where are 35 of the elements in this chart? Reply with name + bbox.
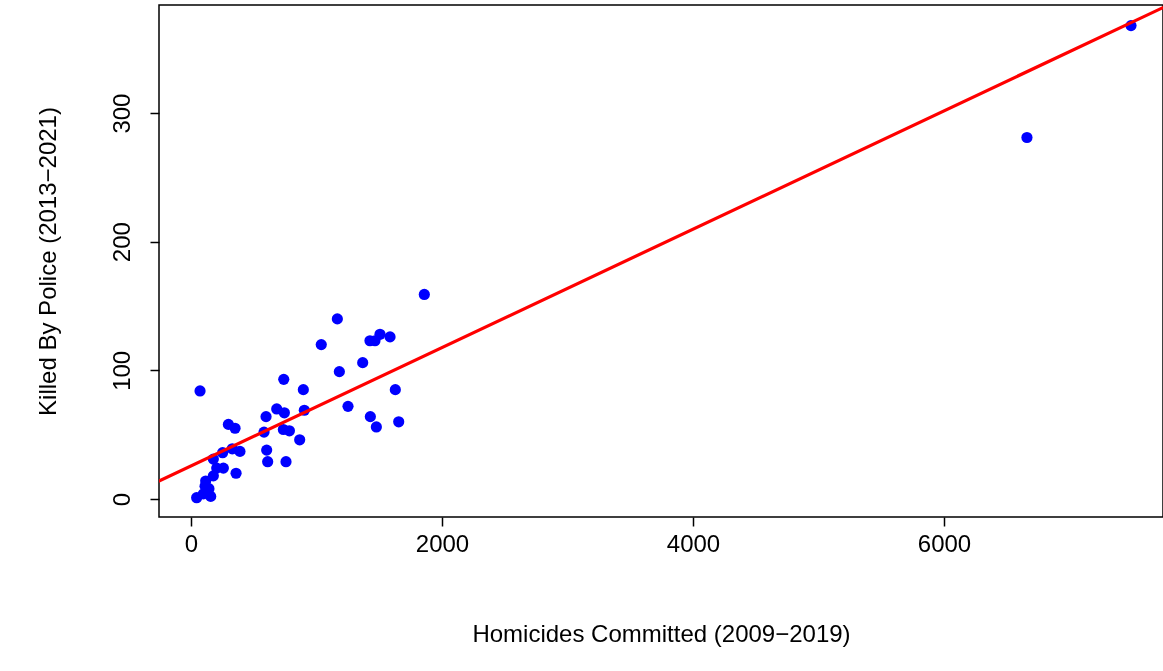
- point: [280, 456, 292, 468]
- point: [364, 411, 376, 423]
- point: [315, 339, 327, 351]
- point: [393, 416, 405, 428]
- point: [278, 373, 290, 385]
- point: [261, 444, 273, 456]
- point: [297, 384, 309, 396]
- point: [389, 384, 401, 396]
- point: [331, 313, 343, 325]
- point: [260, 411, 272, 423]
- point: [418, 288, 430, 301]
- y-tick-label: 300: [107, 93, 135, 134]
- x-axis-title: Homicides Committed (2009−2019): [472, 619, 851, 647]
- point: [384, 331, 396, 343]
- point: [207, 470, 219, 482]
- y-tick-label: 200: [107, 222, 135, 263]
- y-tick-label: 100: [107, 350, 135, 391]
- point: [294, 434, 306, 446]
- x-tick-label: 0: [184, 529, 199, 557]
- point: [230, 467, 242, 479]
- point: [1021, 131, 1033, 144]
- point: [370, 421, 382, 433]
- point: [357, 357, 369, 369]
- point: [342, 400, 354, 412]
- point: [194, 385, 206, 397]
- point: [234, 445, 246, 457]
- x-tick-label: 4000: [666, 529, 721, 557]
- x-tick-label: 6000: [917, 529, 972, 557]
- point: [229, 422, 241, 434]
- point: [278, 407, 290, 419]
- y-tick-label: 0: [107, 492, 135, 507]
- point: [262, 456, 274, 468]
- x-tick-label: 2000: [415, 529, 470, 557]
- y-axis-title: Killed By Police (2013−2021): [33, 107, 61, 416]
- point: [333, 366, 345, 378]
